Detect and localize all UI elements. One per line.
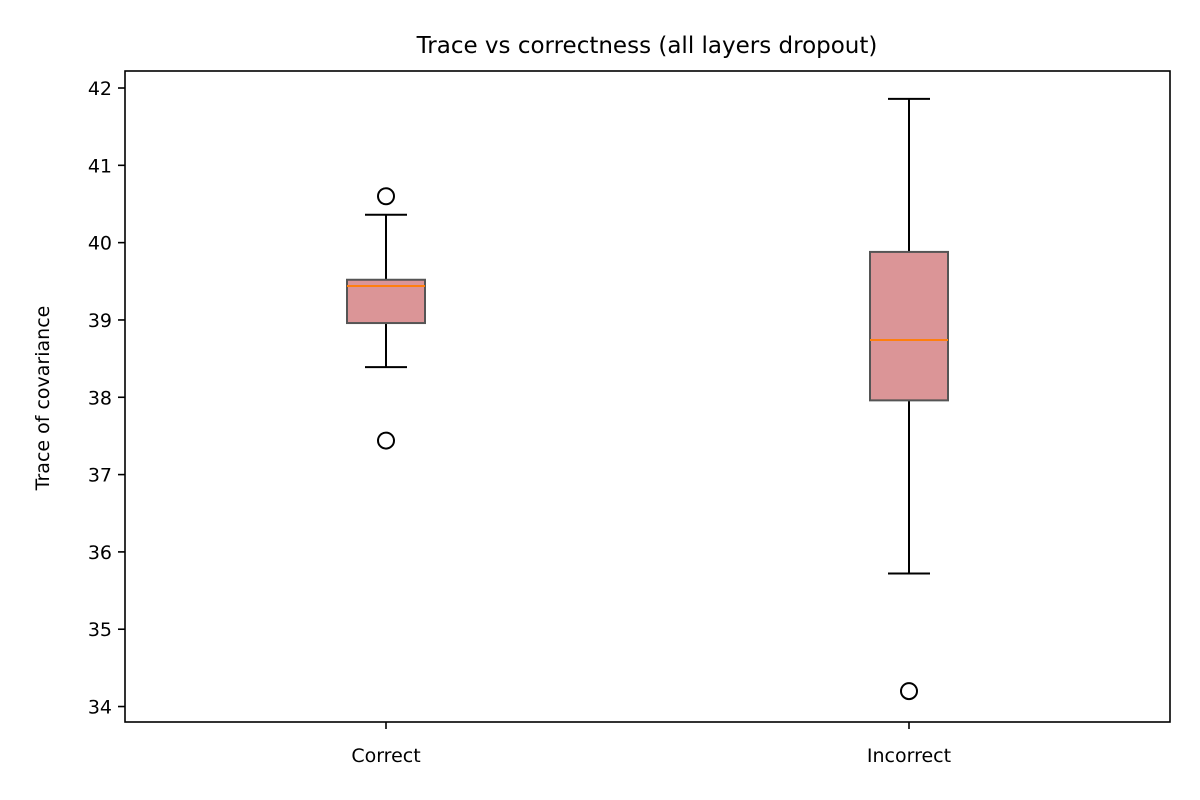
y-tick-label-37: 37 [88,465,112,487]
y-tick-label-38: 38 [88,387,112,409]
y-tick-label-39: 39 [88,310,112,332]
plot-area: 34 35 36 37 38 39 40 41 42 Correct Incorrect [88,70,1171,767]
x-tick-label-correct: Correct [351,745,420,767]
y-axis-label: Trace of covariance [32,306,54,492]
y-tick-label-35: 35 [88,619,112,641]
outlier-incorrect-1 [900,682,918,701]
box-incorrect [869,250,949,402]
x-tick-label-incorrect: Incorrect [867,745,951,767]
outlier-correct-1 [377,187,395,206]
plot-frame [124,70,1171,723]
outlier-correct-2 [377,431,395,450]
y-tick-label-36: 36 [88,542,112,564]
y-tick-label-40: 40 [88,233,112,255]
chart-title: Trace vs correctness (all layers dropout… [416,33,878,59]
box-correct [346,278,426,325]
y-tick-label-34: 34 [88,697,112,719]
y-tick-label-42: 42 [88,78,112,100]
y-tick-label-41: 41 [88,155,112,177]
